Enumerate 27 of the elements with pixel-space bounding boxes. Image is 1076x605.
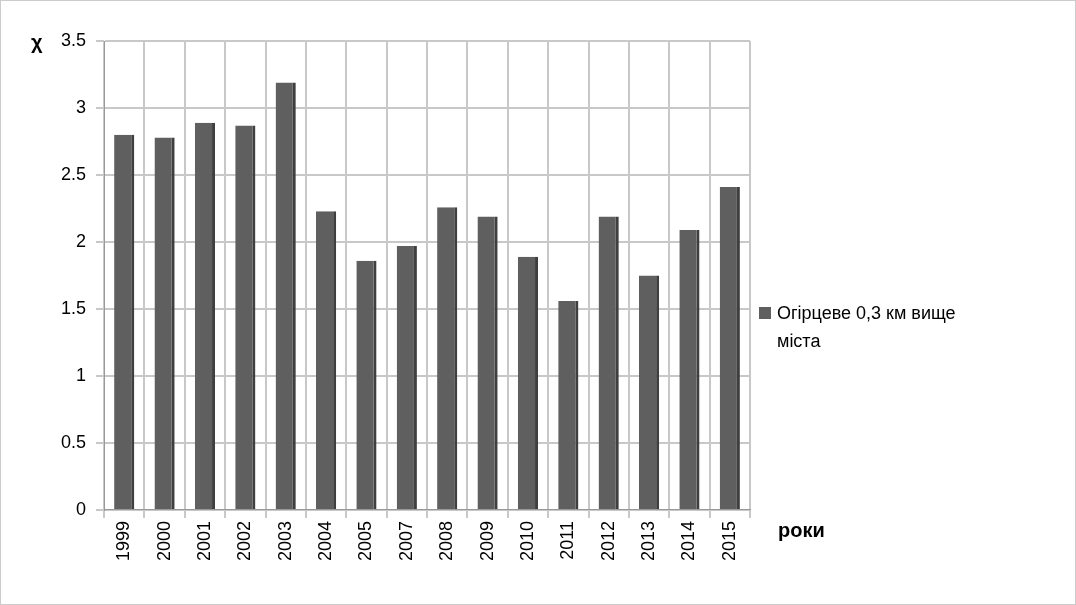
- y-tick-label: 3.5: [60, 29, 87, 50]
- y-tick-label: 1.5: [60, 297, 87, 318]
- x-tick-label: 2013: [638, 520, 659, 561]
- x-tick-label: 2010: [516, 520, 537, 561]
- x-tick-label: 1999: [113, 520, 134, 561]
- y-tick-label: 2: [76, 230, 87, 251]
- x-tick-label: 2008: [436, 520, 457, 561]
- legend-label: Огірцеве 0,3 км вище міста: [777, 303, 956, 351]
- x-tick-label: 2009: [476, 520, 497, 561]
- x-tick-label: 2012: [597, 520, 618, 561]
- y-tick-label: 3: [76, 96, 87, 117]
- x-tick-label: 2014: [678, 520, 699, 561]
- x-tick-label: 2015: [718, 520, 739, 561]
- x-tick-label: 2011: [557, 520, 578, 560]
- x-tick-label: 2001: [193, 520, 214, 561]
- x-tick-label: 2007: [395, 520, 416, 561]
- x-tick-label: 2003: [274, 520, 295, 561]
- y-tick-label: 0.5: [60, 431, 87, 452]
- y-axis-title: χ: [31, 30, 43, 53]
- y-tick-label: 2.5: [60, 163, 87, 184]
- x-tick-label: 2002: [234, 520, 255, 561]
- y-tick-label: 0: [76, 498, 87, 519]
- x-tick-label: 2000: [153, 520, 174, 561]
- y-tick-label: 1: [76, 364, 87, 385]
- x-tick-label: 2004: [315, 520, 336, 561]
- x-axis-title: роки: [778, 519, 825, 542]
- x-tick-label: 2005: [355, 520, 376, 561]
